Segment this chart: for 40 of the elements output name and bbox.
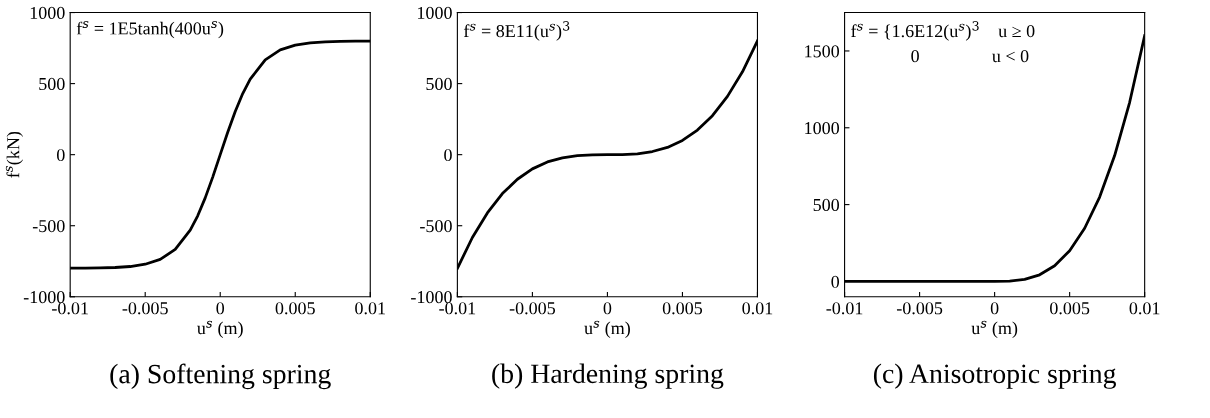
y-tick-label: 500 (39, 77, 65, 91)
x-tick-label: -0.005 (509, 302, 556, 315)
text: f$^{s}$ = {1.6E12(u$^{s}$)$^{3}$ u ≥ 0 (851, 21, 1035, 41)
y-tick-label: -1000 (411, 291, 452, 304)
x-tick-label: 0.01 (355, 302, 385, 315)
y-tick-label: 500 (813, 198, 840, 212)
y-tick-label: 1000 (418, 6, 452, 19)
y-tick-label: 1000 (805, 122, 840, 135)
text: (b) Hardening spring (492, 363, 724, 389)
x-tick-label: 0.005 (662, 302, 703, 315)
y-tick-label: -500 (420, 219, 452, 233)
annotation: f$^{s}$ = 8E11(u$^{s}$)$^{3}$ (463, 21, 570, 41)
x-axis-title: u$^{s}$ (m) (584, 320, 630, 338)
x-tick-label: 0 (216, 302, 225, 315)
y-tick-label: -1000 (23, 291, 65, 304)
x-tick-label: -0.01 (826, 302, 863, 315)
x-tick-label: -0.01 (439, 302, 476, 315)
x-tick-label: -0.005 (122, 302, 168, 315)
x-axis-title: u$^{s}$ (m) (197, 320, 243, 338)
x-axis-title: u$^{s}$ (m) (971, 320, 1018, 338)
y-tick-label: 0 (831, 275, 840, 288)
x-tick-label: 0.01 (742, 302, 773, 315)
annotation: 0 u < 0 (911, 50, 1029, 63)
x-tick-label: -0.01 (52, 302, 88, 315)
x-tick-label: 0 (603, 302, 612, 315)
text: (c) Anisotropic spring (873, 363, 1116, 389)
y-tick-label: 1000 (30, 6, 65, 19)
annotation: f$^{s}$ = 1E5tanh(400u$^{s}$) (76, 21, 224, 39)
y-tick-label: 0 (56, 148, 65, 162)
x-tick-label: 0.005 (275, 302, 315, 315)
x-tick-label: 0.01 (1129, 302, 1160, 315)
y-tick-label: 500 (426, 77, 452, 91)
y-tick-label: 1500 (805, 45, 840, 58)
x-tick-label: 0.005 (1050, 302, 1090, 315)
y-tick-label: -500 (32, 219, 65, 233)
y-tick-label: 0 (444, 148, 452, 162)
x-tick-label: 0 (990, 302, 999, 315)
text: (a) Softening spring (110, 363, 331, 390)
x-tick-label: -0.005 (896, 302, 943, 315)
y-axis-title: f$^{s}$(kN) (5, 131, 24, 178)
